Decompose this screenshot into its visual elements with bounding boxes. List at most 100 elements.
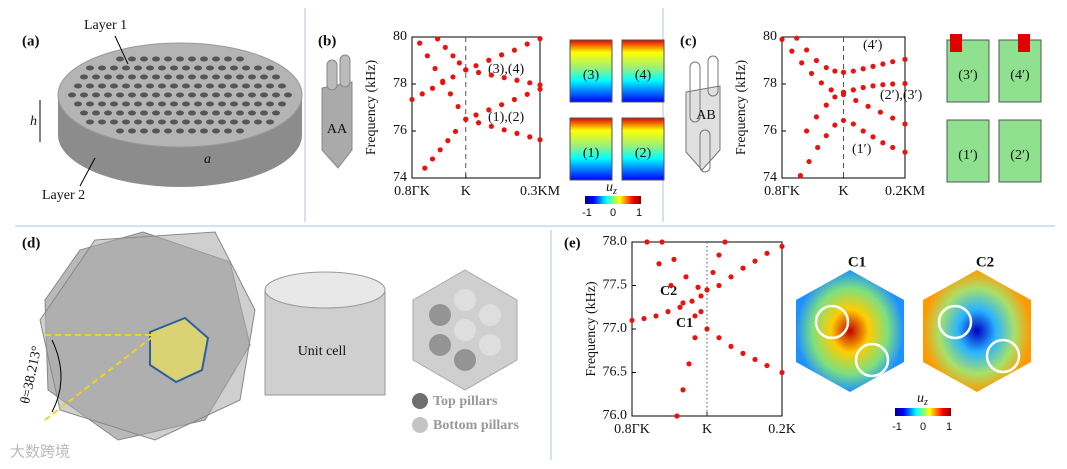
band-point [463, 67, 469, 73]
band-point [902, 121, 908, 127]
band-point [680, 300, 686, 306]
band-point [728, 343, 734, 349]
pillar-icon [689, 61, 701, 123]
annotation: (3),(4) [488, 62, 524, 77]
stacking-label: AB [696, 108, 715, 123]
pillar [236, 56, 244, 62]
layer-label: Layer 2 [42, 188, 85, 203]
pillar [92, 74, 100, 80]
x-tick-label: 0.8ΓK [614, 422, 650, 437]
band-point [680, 387, 686, 393]
mode-label: (2′) [1010, 148, 1030, 163]
pillar [134, 83, 142, 89]
x-tick-label: 0.2K [768, 422, 796, 437]
pillar [110, 83, 118, 89]
colorbar-label-sub: z [923, 397, 928, 408]
band-point [683, 274, 689, 280]
pillar [86, 83, 94, 89]
mode-image [569, 39, 613, 103]
band-point [880, 61, 886, 67]
mode-image [569, 117, 613, 181]
colorbar [895, 408, 951, 416]
band-point [823, 133, 829, 139]
band-point [890, 59, 896, 65]
colorbar-tick: 1 [946, 421, 952, 433]
pillar [242, 65, 250, 71]
pillar [116, 128, 124, 134]
panel-e: (e) C2 C1 C1 C2 uz -1 0 1 [564, 235, 1031, 433]
x-tick-label: 0.8ΓK [394, 184, 430, 199]
band-point [677, 304, 683, 310]
band-point [813, 114, 820, 120]
y-tick-label: 80 [763, 29, 777, 44]
mode-label: (3′) [958, 68, 978, 83]
band-point [832, 68, 838, 74]
band-point [524, 41, 530, 47]
pillar [230, 65, 238, 71]
mode-label: (4) [635, 68, 652, 83]
band-point [840, 69, 847, 75]
pillar [80, 110, 88, 116]
pillar [176, 110, 184, 116]
pillar [146, 101, 154, 107]
pillar [116, 92, 124, 98]
colorbar-tick: -1 [892, 421, 902, 433]
band-point [527, 134, 533, 140]
pillar [224, 92, 232, 98]
band-point [779, 243, 785, 249]
mode-label: (2) [635, 146, 652, 161]
band-point [716, 282, 722, 289]
vortex [814, 304, 850, 340]
band-point [659, 239, 665, 245]
pillar [242, 101, 250, 107]
x-tick-label: K [838, 184, 848, 199]
pillar [236, 92, 244, 98]
pillar [212, 92, 220, 98]
y-tick-label: 74 [763, 170, 777, 185]
band-point [813, 57, 820, 64]
band-point [704, 287, 710, 293]
colorbar-tick: -1 [582, 207, 592, 219]
band-point [473, 112, 479, 118]
band-point [902, 80, 908, 87]
band-point [429, 156, 436, 162]
y-axis-label: Frequency (kHz) [584, 281, 599, 377]
pillar [134, 101, 142, 107]
band-point [832, 122, 838, 128]
colorbar-tick: 0 [610, 207, 616, 219]
pillar [218, 83, 226, 89]
pillar [200, 128, 208, 134]
colorbar-label-main: u [606, 180, 613, 195]
band-point [764, 250, 770, 256]
pillar [176, 128, 184, 134]
pillar [194, 101, 202, 107]
pillar [272, 74, 280, 80]
band-point [537, 36, 543, 42]
pillar [218, 119, 226, 125]
pillar [218, 101, 226, 107]
x-tick-label: K [461, 184, 471, 199]
pillar [128, 110, 136, 116]
dim-label: a [204, 152, 211, 167]
pillar [194, 119, 202, 125]
pillar [248, 92, 256, 98]
pillar-icon [326, 59, 338, 91]
band-point [695, 284, 701, 290]
band-point [818, 80, 824, 86]
pillar-icon [707, 55, 719, 97]
band-point [710, 269, 716, 276]
band-point [870, 83, 876, 89]
band-point [629, 317, 635, 323]
panel-c: (c) AB (4′) (2′),(3′) (1′) (3′) (4′) (1′… [680, 33, 1042, 183]
mode-hotspot [950, 34, 962, 52]
band-point [797, 173, 804, 179]
band-point [488, 123, 494, 129]
pillar [242, 119, 250, 125]
pillar [254, 119, 262, 125]
pillar [224, 110, 232, 116]
mode-label: (4′) [1010, 68, 1030, 83]
pillar [98, 119, 106, 125]
band-point [447, 91, 453, 97]
panel-label: (e) [564, 235, 581, 251]
